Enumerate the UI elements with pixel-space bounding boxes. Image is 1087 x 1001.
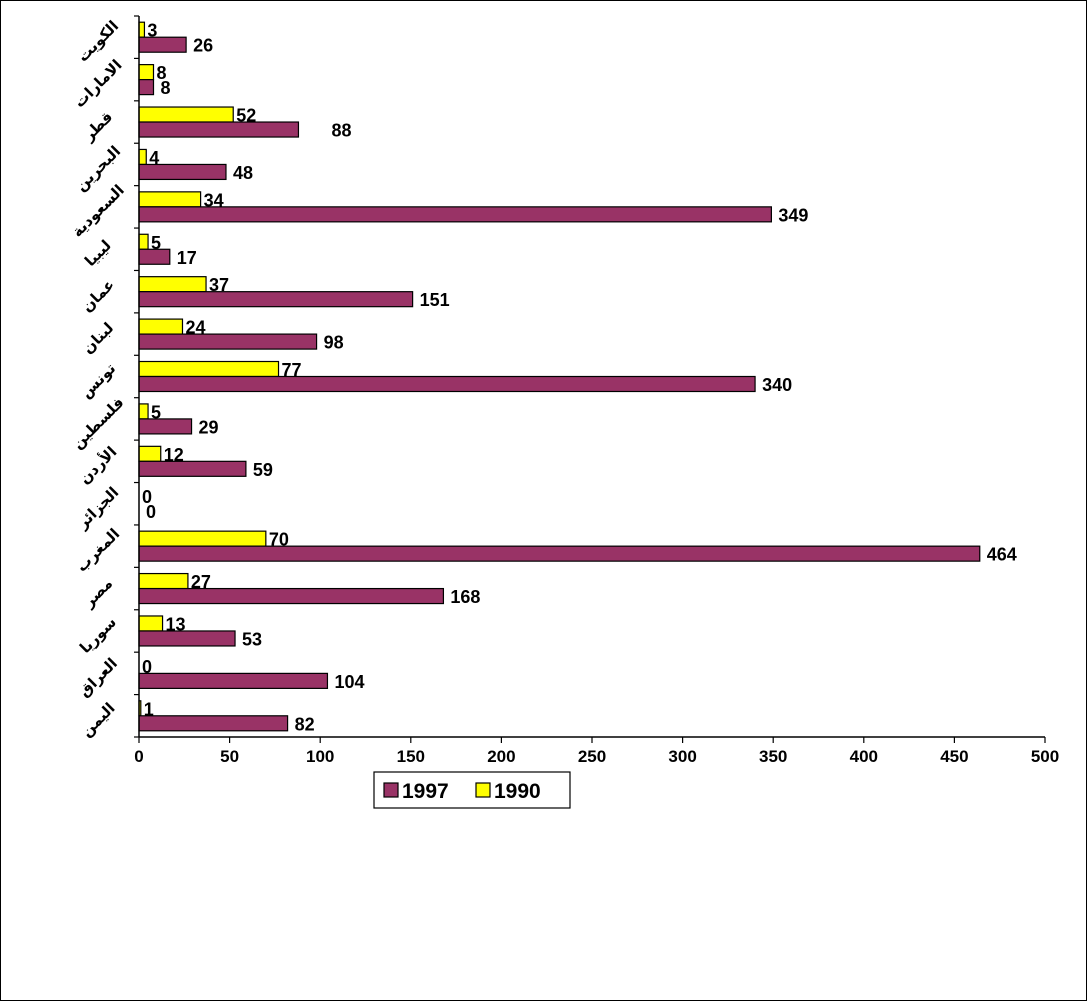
data-label-1990: 1 bbox=[144, 699, 154, 719]
data-label-1997: 98 bbox=[324, 333, 344, 353]
bar-1997 bbox=[138, 375, 756, 393]
bar-1997 bbox=[138, 79, 155, 96]
bar-1990 bbox=[138, 530, 267, 547]
bar-1990 bbox=[138, 318, 184, 335]
x-tick-label: 300 bbox=[668, 747, 696, 766]
category-label: الجزائر bbox=[73, 483, 123, 533]
data-label-1990: 77 bbox=[282, 360, 302, 380]
bar-1990 bbox=[138, 106, 234, 123]
bar-1997 bbox=[138, 630, 236, 647]
bar-1997 bbox=[138, 460, 247, 477]
bar-1990 bbox=[138, 276, 207, 293]
data-label-1997: 349 bbox=[778, 205, 808, 225]
data-label-1990: 5 bbox=[151, 402, 161, 422]
data-label-1990: 27 bbox=[191, 572, 211, 592]
data-label-1997: 17 bbox=[177, 248, 197, 268]
x-tick-label: 50 bbox=[220, 747, 239, 766]
bar-1990 bbox=[138, 445, 162, 462]
legend-label-1997: 1997 bbox=[402, 780, 449, 803]
bar-1997 bbox=[138, 418, 193, 435]
bar-1990 bbox=[138, 148, 147, 166]
category-label: مصر bbox=[79, 574, 116, 611]
legend-label-1990: 1990 bbox=[494, 780, 541, 803]
category-label: لبنان bbox=[79, 319, 117, 357]
x-tick-label: 250 bbox=[578, 747, 606, 766]
data-label-1990: 3 bbox=[147, 21, 157, 41]
bar-1997 bbox=[138, 291, 414, 308]
data-label-1997: 59 bbox=[253, 460, 273, 480]
legend: 1997 1990 bbox=[373, 771, 571, 809]
category-label: عمان bbox=[78, 276, 118, 316]
category-label: ليبيا bbox=[81, 236, 115, 270]
bar-1997 bbox=[138, 206, 772, 223]
axes-layer: 0 50 100 150 200 250 300 350 400 450 500 bbox=[134, 15, 1059, 766]
bar-1990 bbox=[138, 615, 164, 632]
data-label-1990: 34 bbox=[204, 190, 224, 210]
category-label: الامارات bbox=[70, 56, 125, 111]
bar-1990 bbox=[138, 233, 149, 250]
data-label-1990: 52 bbox=[236, 106, 256, 126]
x-tick-label: 400 bbox=[850, 747, 878, 766]
legend-swatch-1997 bbox=[383, 782, 399, 798]
data-label-1990: 13 bbox=[166, 614, 186, 634]
legend-swatch-1990 bbox=[475, 782, 491, 798]
data-label-1990: 5 bbox=[151, 233, 161, 253]
data-label-1997: 464 bbox=[987, 545, 1017, 565]
bar-1990 bbox=[138, 360, 280, 378]
bar-1990 bbox=[138, 403, 149, 420]
data-label-1990: 37 bbox=[209, 275, 229, 295]
data-label-1997: 0 bbox=[146, 502, 156, 522]
data-label-1990: 4 bbox=[149, 148, 159, 168]
x-tick-label: 100 bbox=[306, 747, 334, 766]
data-label-1997: 8 bbox=[160, 78, 170, 98]
x-tick-label: 200 bbox=[487, 747, 515, 766]
bar-1997 bbox=[138, 36, 187, 53]
data-label-1997: 53 bbox=[242, 629, 262, 649]
category-label: المغرب bbox=[73, 525, 124, 576]
data-label-1990: 0 bbox=[142, 657, 152, 677]
data-label-1997: 82 bbox=[295, 714, 315, 734]
bar-1997 bbox=[138, 121, 300, 138]
x-tick-label: 0 bbox=[134, 747, 143, 766]
data-label-1997: 48 bbox=[233, 163, 253, 183]
data-label-1990: 8 bbox=[156, 63, 166, 83]
data-label-1997: 29 bbox=[199, 417, 219, 437]
category-label: اليمن bbox=[77, 699, 118, 740]
bar-1990 bbox=[138, 191, 202, 208]
category-label: السعودية bbox=[68, 181, 128, 241]
bar-1997 bbox=[138, 715, 289, 732]
x-tick-label: 350 bbox=[759, 747, 787, 766]
bar-1997 bbox=[138, 333, 318, 350]
bar-1997 bbox=[138, 545, 981, 562]
category-label: العراق bbox=[75, 654, 121, 700]
bar-1990 bbox=[138, 572, 189, 590]
legend-box bbox=[373, 771, 571, 809]
category-label: فلسطين bbox=[68, 393, 127, 452]
bar-1997 bbox=[138, 672, 329, 689]
bar-1990 bbox=[138, 64, 155, 81]
bar-1997 bbox=[138, 587, 445, 605]
data-label-1990: 24 bbox=[185, 318, 205, 338]
data-label-1990: 70 bbox=[269, 530, 289, 550]
data-label-1990: 0 bbox=[142, 487, 152, 507]
data-label-1990: 12 bbox=[164, 445, 184, 465]
data-label-1997: 168 bbox=[450, 587, 480, 607]
bar-1990 bbox=[138, 21, 146, 38]
category-label: سوريا bbox=[76, 613, 120, 657]
x-tick-label: 150 bbox=[397, 747, 425, 766]
data-label-1997: 151 bbox=[420, 290, 450, 310]
data-label-1997: 26 bbox=[193, 36, 213, 56]
data-label-1997: 104 bbox=[334, 672, 364, 692]
x-tick-label: 450 bbox=[940, 747, 968, 766]
category-label: قطر bbox=[79, 108, 116, 145]
bars-layer bbox=[138, 21, 981, 732]
x-tick-label: 500 bbox=[1031, 747, 1059, 766]
data-label-1997: 340 bbox=[762, 375, 792, 395]
data-label-1997: 88 bbox=[331, 121, 351, 141]
